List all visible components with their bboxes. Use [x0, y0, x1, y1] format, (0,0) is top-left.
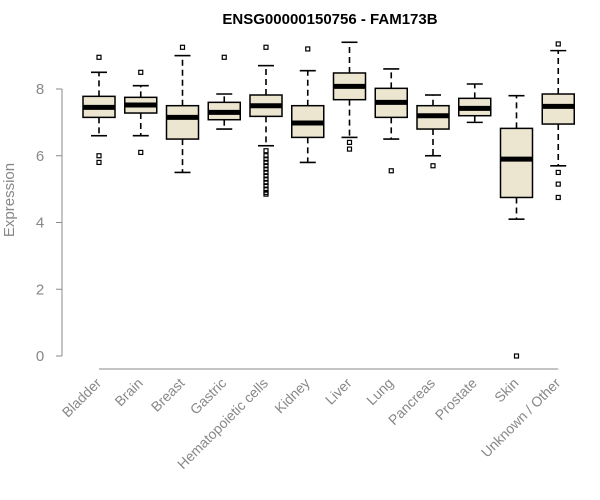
box-pancreas — [416, 94, 450, 169]
y-tick-label: 4 — [36, 215, 44, 232]
outlier-point — [263, 176, 269, 182]
outlier-point — [263, 153, 269, 159]
outlier-point — [263, 179, 269, 186]
outlier-point — [346, 139, 353, 145]
outlier-point — [138, 149, 144, 156]
x-tick-label: Lung — [363, 375, 396, 408]
outlier-point — [555, 181, 561, 187]
outlier-point — [263, 186, 269, 192]
outlier-point — [263, 163, 269, 169]
axes: 0 2 4 6 8 — [36, 81, 559, 370]
iqr-box — [165, 104, 200, 140]
outlier-point — [96, 54, 102, 60]
outlier-point — [305, 46, 311, 52]
x-tick-label: Kidney — [271, 375, 313, 417]
outlier-point — [263, 169, 269, 176]
x-tick-label: Breast — [148, 375, 188, 415]
box-liver — [332, 41, 367, 152]
outlier-point — [555, 169, 561, 176]
outlier-point — [555, 41, 561, 47]
boxes — [82, 41, 575, 359]
x-tick-label: Skin — [491, 375, 522, 406]
box-prostate — [458, 83, 492, 124]
outlier-point — [263, 183, 269, 189]
y-tick-label: 0 — [36, 348, 44, 365]
outlier-point — [263, 166, 269, 172]
y-tick-label: 8 — [36, 81, 44, 98]
chart-title: ENSG00000150756 - FAM173B — [222, 11, 437, 28]
outlier-point — [96, 159, 102, 166]
box-skin — [499, 94, 534, 359]
outlier-point — [430, 163, 436, 169]
outlier-point — [388, 168, 394, 174]
outlier-point — [179, 44, 186, 50]
outlier-point — [221, 54, 227, 60]
box-brain — [124, 69, 158, 156]
outlier-point — [263, 148, 269, 154]
outlier-point — [513, 353, 520, 359]
y-axis-title: Expression — [1, 163, 18, 237]
outlier-point — [555, 194, 561, 201]
outlier-point — [263, 156, 269, 162]
box-gastric — [207, 54, 241, 130]
box-kidney — [291, 46, 325, 164]
box-unknown-other — [541, 41, 575, 201]
box-lung — [374, 68, 408, 174]
outlier-point — [96, 153, 102, 159]
y-tick-label: 6 — [36, 148, 44, 165]
outlier-point — [263, 173, 269, 179]
box-bladder — [82, 54, 116, 166]
x-tick-label: Prostate — [432, 375, 480, 423]
x-tick-label: Unknown / Other — [478, 375, 564, 461]
box-breast — [165, 44, 200, 174]
outlier-point — [138, 69, 144, 75]
y-tick-label: 2 — [36, 281, 44, 298]
box-hematopoietic-cells — [249, 44, 283, 197]
x-tick-label: Liver — [322, 375, 355, 408]
x-tick-label: Brain — [111, 375, 145, 409]
outlier-point — [263, 159, 269, 166]
outlier-point — [263, 191, 269, 197]
iqr-box — [541, 93, 575, 125]
outlier-point — [346, 146, 353, 152]
x-tick-label: Bladder — [59, 375, 105, 421]
iqr-box — [499, 127, 534, 199]
outlier-point — [263, 44, 269, 50]
